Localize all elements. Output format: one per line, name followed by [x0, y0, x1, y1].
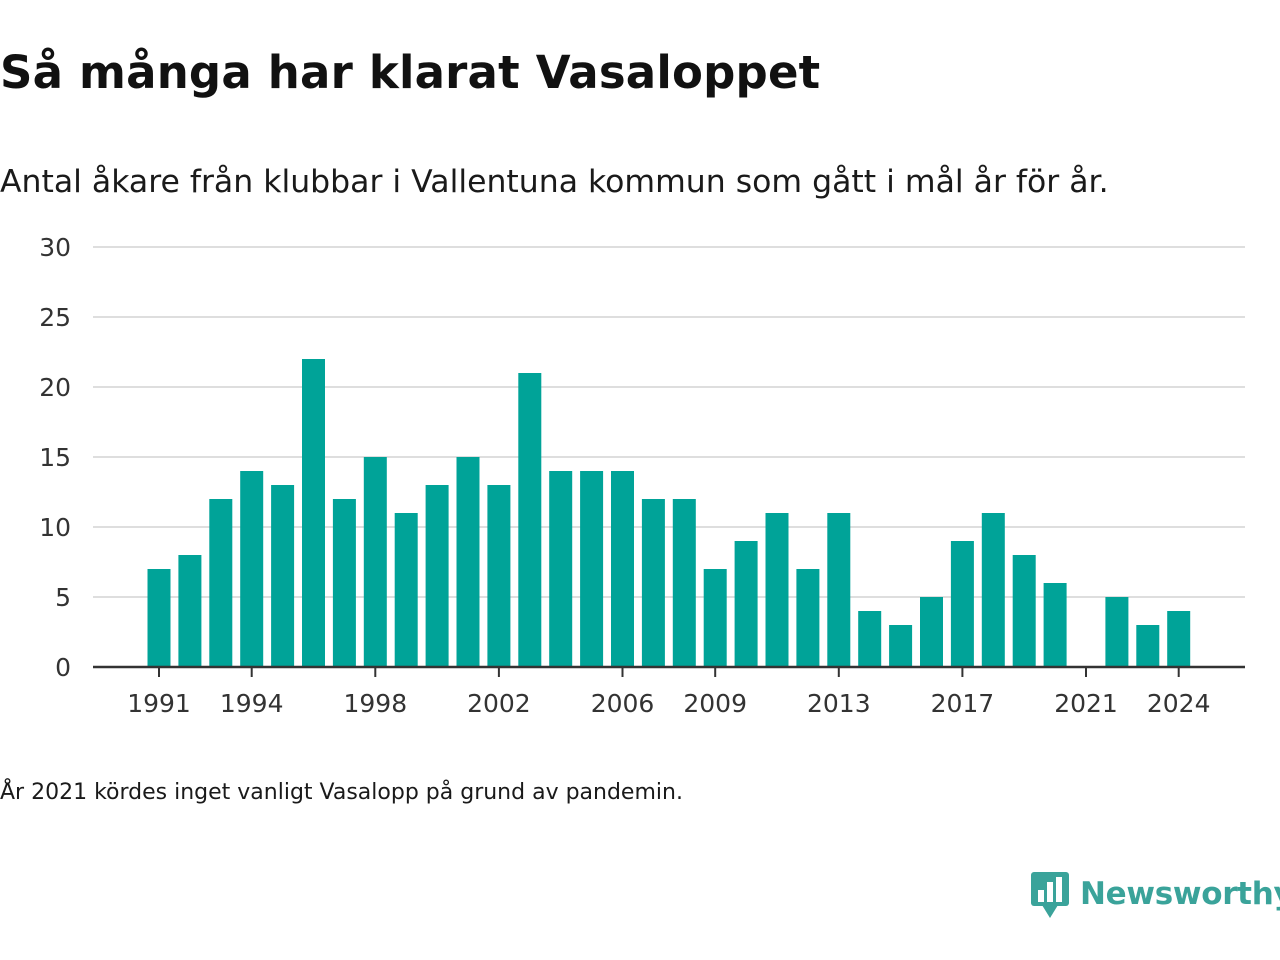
newsworthy-icon [1031, 872, 1069, 918]
x-tick-label: 2017 [931, 689, 995, 718]
bar-1997 [332, 499, 356, 667]
bar-2018 [981, 513, 1005, 667]
y-tick-label: 25 [39, 303, 71, 332]
bar-2002 [487, 485, 511, 667]
bar-2020 [1043, 583, 1067, 667]
x-tick-label: 2021 [1054, 689, 1118, 718]
chart-subtitle: Antal åkare från klubbar i Vallentuna ko… [0, 164, 1109, 200]
bar-2011 [765, 513, 789, 667]
x-tick-label: 1991 [127, 689, 191, 718]
bar-2024 [1167, 611, 1191, 667]
gridlines [93, 246, 1245, 598]
y-tick-label: 30 [39, 233, 71, 262]
bar-2004 [549, 471, 573, 667]
x-tick-label: 2013 [807, 689, 871, 718]
bar-2003 [518, 373, 542, 667]
bar-1991 [147, 569, 171, 667]
x-tick-label: 2009 [683, 689, 747, 718]
bar-chart: 0 5 10 15 20 25 30 1991 1994 1998 2002 2006 2009 2013… [39, 233, 1245, 718]
brand-name: Newsworthy [1080, 876, 1280, 912]
x-tick-label: 1994 [220, 689, 284, 718]
bar-1992 [178, 555, 202, 667]
bar-2009 [703, 569, 727, 667]
y-tick-label: 15 [39, 443, 71, 472]
bars [147, 359, 1191, 667]
bar-2005 [580, 471, 604, 667]
bar-2012 [796, 569, 820, 667]
bar-2008 [672, 499, 696, 667]
bar-2023 [1136, 625, 1160, 667]
bar-2022 [1105, 597, 1129, 667]
bar-1994 [240, 471, 264, 667]
bar-2007 [641, 499, 665, 667]
bar-2017 [950, 541, 974, 667]
bar-1999 [394, 513, 418, 667]
footnote: År 2021 kördes inget vanligt Vasalopp på… [0, 780, 683, 805]
x-tick-label: 1998 [343, 689, 407, 718]
y-tick-label: 0 [55, 653, 71, 682]
y-tick-label: 5 [55, 583, 71, 612]
bar-2013 [827, 513, 851, 667]
bar-1996 [302, 359, 325, 667]
bar-1995 [271, 485, 295, 667]
bar-1998 [363, 457, 387, 667]
bar-2019 [1012, 555, 1036, 667]
bar-2015 [889, 625, 913, 667]
x-tick-label: 2006 [591, 689, 655, 718]
bar-1993 [209, 499, 233, 667]
bar-2000 [425, 485, 449, 667]
bar-2016 [920, 597, 943, 667]
y-tick-label: 20 [39, 373, 71, 402]
axes [93, 665, 1245, 677]
tick-labels: 0 5 10 15 20 25 30 1991 1994 1998 2002 2006 2009 2013… [39, 233, 1210, 718]
bar-2010 [734, 541, 758, 667]
y-tick-label: 10 [39, 513, 71, 542]
bar-2006 [611, 471, 634, 667]
x-tick-label: 2002 [467, 689, 531, 718]
chart-title: Så många har klarat Vasaloppet [0, 46, 821, 99]
bar-2001 [456, 457, 480, 667]
x-tick-label: 2024 [1147, 689, 1211, 718]
bar-2014 [858, 611, 882, 667]
newsworthy-logo: Newsworthy [1030, 868, 1280, 920]
